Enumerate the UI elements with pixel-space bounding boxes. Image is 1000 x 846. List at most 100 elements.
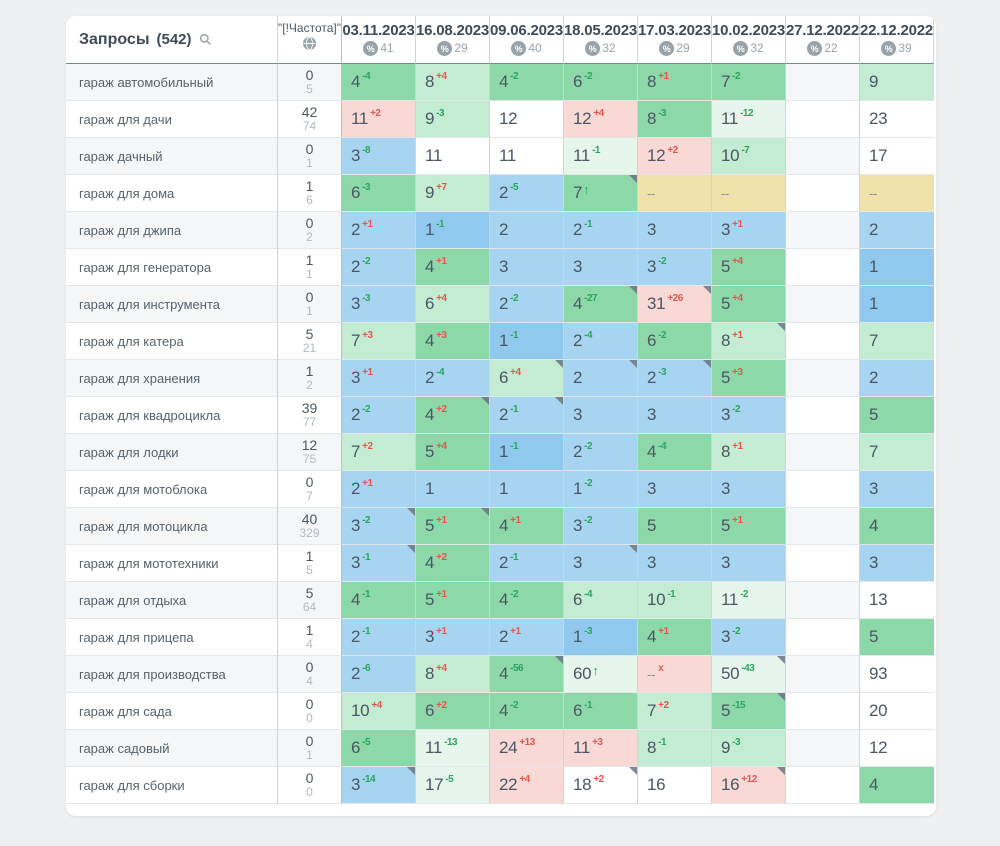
position-cell[interactable]: 12	[860, 730, 934, 767]
keyword-cell[interactable]: гараж автомобильный	[66, 64, 278, 101]
position-cell[interactable]: 3 +1	[712, 212, 786, 249]
position-cell[interactable]: 3	[564, 397, 638, 434]
position-cell[interactable]: 8 -3	[638, 101, 712, 138]
position-cell[interactable]: 11 +2	[342, 101, 416, 138]
position-cell[interactable]: 3 +1	[342, 360, 416, 397]
position-cell[interactable]: 2 -1	[564, 212, 638, 249]
position-cell[interactable]: 2 -2	[490, 286, 564, 323]
keyword-cell[interactable]: гараж для инструмента	[66, 286, 278, 323]
keyword-cell[interactable]: гараж для хранения	[66, 360, 278, 397]
position-cell[interactable]: 1	[490, 471, 564, 508]
position-cell[interactable]: 31 +26	[638, 286, 712, 323]
position-cell[interactable]: 6 -4	[564, 582, 638, 619]
position-cell[interactable]: 2	[564, 360, 638, 397]
date-column-header[interactable]: 09.06.2023% 40	[490, 16, 564, 64]
position-cell[interactable]: 3 +1	[416, 619, 490, 656]
position-cell[interactable]: 7 +3	[342, 323, 416, 360]
position-cell[interactable]: 4	[860, 767, 934, 804]
position-cell[interactable]: 3 -2	[342, 508, 416, 545]
search-icon[interactable]	[199, 33, 212, 46]
position-cell[interactable]: 4	[860, 508, 934, 545]
position-cell[interactable]: 7 +2	[342, 434, 416, 471]
position-cell[interactable]: 4 +2	[416, 545, 490, 582]
position-cell[interactable]: 4 +2	[416, 397, 490, 434]
position-cell[interactable]: 1	[860, 286, 934, 323]
position-cell[interactable]: 16	[638, 767, 712, 804]
keyword-cell[interactable]: гараж для дома	[66, 175, 278, 212]
position-cell[interactable]: 1 -3	[564, 619, 638, 656]
position-cell[interactable]: 3	[860, 471, 934, 508]
position-cell[interactable]: 3 -2	[638, 249, 712, 286]
position-cell[interactable]: 1 -1	[416, 212, 490, 249]
keyword-cell[interactable]: гараж для производства	[66, 656, 278, 693]
position-cell[interactable]: 5 +1	[416, 508, 490, 545]
position-cell[interactable]: 4 +3	[416, 323, 490, 360]
position-cell[interactable]: 9 +7	[416, 175, 490, 212]
position-cell[interactable]: 17	[860, 138, 934, 175]
position-cell[interactable]: 2 -3	[638, 360, 712, 397]
position-cell[interactable]: 6 -2	[564, 64, 638, 101]
position-cell[interactable]: 12	[490, 101, 564, 138]
position-cell[interactable]: 18 +2	[564, 767, 638, 804]
position-cell[interactable]: 2 -1	[342, 619, 416, 656]
position-cell[interactable]: 7	[860, 323, 934, 360]
keyword-cell[interactable]: гараж для сборки	[66, 767, 278, 804]
position-cell[interactable]: 10 -7	[712, 138, 786, 175]
keyword-cell[interactable]: гараж для мотоцикла	[66, 508, 278, 545]
position-cell[interactable]: 1	[416, 471, 490, 508]
position-cell[interactable]: 13	[860, 582, 934, 619]
position-cell[interactable]: 8 +4	[416, 64, 490, 101]
position-cell[interactable]: 4 -2	[490, 582, 564, 619]
keyword-cell[interactable]: гараж для мотоблока	[66, 471, 278, 508]
position-cell[interactable]: 2 -5	[490, 175, 564, 212]
position-cell[interactable]: 2 +1	[342, 471, 416, 508]
position-cell[interactable]: 1	[860, 249, 934, 286]
position-cell[interactable]: 3 -3	[342, 286, 416, 323]
position-cell[interactable]: 3 -2	[712, 619, 786, 656]
position-cell[interactable]: 6 +4	[490, 360, 564, 397]
position-cell[interactable]: 5	[860, 397, 934, 434]
position-cell[interactable]: 4 -2	[490, 693, 564, 730]
position-cell[interactable]: 3	[712, 545, 786, 582]
position-cell[interactable]: 3 -1	[342, 545, 416, 582]
position-cell[interactable]: 8 +1	[712, 323, 786, 360]
position-cell[interactable]: 50 -43	[712, 656, 786, 693]
position-cell[interactable]: 5 +4	[416, 434, 490, 471]
position-cell[interactable]: 12 +4	[564, 101, 638, 138]
position-cell[interactable]: --	[638, 175, 712, 212]
position-cell[interactable]: 5 +4	[712, 286, 786, 323]
position-cell[interactable]: 6 -5	[342, 730, 416, 767]
keyword-cell[interactable]: гараж для сада	[66, 693, 278, 730]
keyword-cell[interactable]: гараж дачный	[66, 138, 278, 175]
date-column-header[interactable]: 18.05.2023% 32	[564, 16, 638, 64]
position-cell[interactable]: 11	[490, 138, 564, 175]
keyword-cell[interactable]: гараж для джипа	[66, 212, 278, 249]
position-cell[interactable]: 9 -3	[712, 730, 786, 767]
position-cell[interactable]: 4 +1	[416, 249, 490, 286]
position-cell[interactable]: -- x	[638, 656, 712, 693]
position-cell[interactable]: 10 -1	[638, 582, 712, 619]
position-cell[interactable]: 5	[860, 619, 934, 656]
keyword-cell[interactable]: гараж для мототехники	[66, 545, 278, 582]
position-cell[interactable]: --	[860, 175, 934, 212]
position-cell[interactable]: 5 +1	[712, 508, 786, 545]
position-cell[interactable]: 6 -2	[638, 323, 712, 360]
position-cell[interactable]: 8 -1	[638, 730, 712, 767]
position-cell[interactable]: 9 -3	[416, 101, 490, 138]
position-cell[interactable]: 7 -2	[712, 64, 786, 101]
position-cell[interactable]: 3	[638, 397, 712, 434]
position-cell[interactable]: 6 -1	[564, 693, 638, 730]
position-cell[interactable]: 2 +1	[490, 619, 564, 656]
date-column-header[interactable]: 10.02.2023% 32	[712, 16, 786, 64]
position-cell[interactable]: 11 -12	[712, 101, 786, 138]
position-cell[interactable]: 1 -1	[490, 434, 564, 471]
date-column-header[interactable]: 17.03.2023% 29	[638, 16, 712, 64]
position-cell[interactable]: 2	[860, 360, 934, 397]
keyword-cell[interactable]: гараж для прицепа	[66, 619, 278, 656]
position-cell[interactable]: 7 ↑	[564, 175, 638, 212]
position-cell[interactable]: 4 -56	[490, 656, 564, 693]
position-cell[interactable]: 23	[860, 101, 934, 138]
frequency-header[interactable]: "[!Частота]"	[278, 16, 342, 64]
position-cell[interactable]: 7	[860, 434, 934, 471]
position-cell[interactable]: 10 +4	[342, 693, 416, 730]
